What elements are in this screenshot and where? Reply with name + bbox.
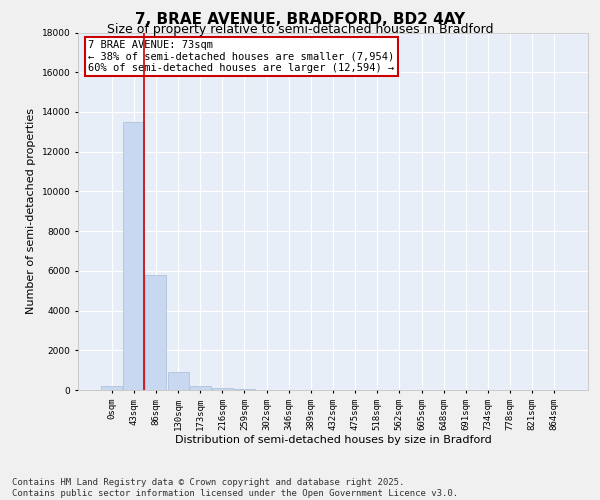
Bar	[212, 388, 233, 390]
Bar	[124, 122, 145, 390]
X-axis label: Distribution of semi-detached houses by size in Bradford: Distribution of semi-detached houses by …	[175, 436, 491, 446]
Text: Contains HM Land Registry data © Crown copyright and database right 2025.
Contai: Contains HM Land Registry data © Crown c…	[12, 478, 458, 498]
Text: 7 BRAE AVENUE: 73sqm
← 38% of semi-detached houses are smaller (7,954)
60% of se: 7 BRAE AVENUE: 73sqm ← 38% of semi-detac…	[88, 40, 394, 73]
Y-axis label: Number of semi-detached properties: Number of semi-detached properties	[26, 108, 36, 314]
Text: Size of property relative to semi-detached houses in Bradford: Size of property relative to semi-detach…	[107, 22, 493, 36]
Bar	[190, 386, 211, 390]
Bar	[234, 389, 255, 390]
Text: 7, BRAE AVENUE, BRADFORD, BD2 4AY: 7, BRAE AVENUE, BRADFORD, BD2 4AY	[135, 12, 465, 28]
Bar	[145, 275, 166, 390]
Bar	[167, 372, 188, 390]
Bar	[101, 386, 122, 390]
